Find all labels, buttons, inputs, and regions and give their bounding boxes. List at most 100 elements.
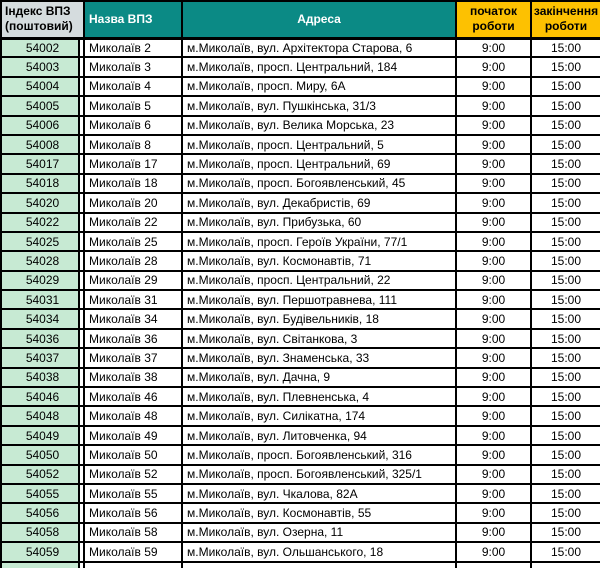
postal-index-cell: 54034 [0, 308, 85, 330]
office-address-cell: м.Миколаїв, вул. Дачна, 9 [181, 366, 457, 389]
office-name-cell: Миколаїв 2 [83, 36, 183, 59]
work-start-cell: 9:00 [455, 192, 532, 214]
office-name-cell: Миколаїв 49 [83, 424, 183, 447]
table-row: 54025 Миколаїв 25 м.Миколаїв, просп. Гер… [0, 230, 600, 253]
postal-index-cell: 54049 [0, 424, 85, 447]
office-name-cell: Миколаїв 5 [83, 95, 183, 117]
work-end-cell: 15:00 [530, 502, 600, 524]
table-row: 54038 Миколаїв 38 м.Миколаїв, вул. Дачна… [0, 366, 600, 389]
office-address-cell: м.Миколаїв, вул. Прибузька, 60 [181, 211, 457, 233]
office-address-cell: м.Миколаїв, просп. Миру, 6А [181, 75, 457, 98]
col-header-postal-index: Індекс ВПЗ (поштовий) [0, 0, 85, 40]
work-end-cell: 15:00 [530, 308, 600, 330]
table-row: 54036 Миколаїв 36 м.Миколаїв, вул. Світа… [0, 327, 600, 350]
table-row: 54008 Миколаїв 8 м.Миколаїв, просп. Цент… [0, 133, 600, 156]
office-address-cell: м.Миколаїв, вул. Космонавтів, 71 [181, 250, 457, 272]
work-end-cell: 15:00 [530, 133, 600, 156]
work-start-cell: 9:00 [455, 347, 532, 369]
postal-index-cell [0, 560, 85, 568]
office-address-cell: м.Миколаїв, вул. Велика Морська, 23 [181, 114, 457, 136]
table-header: Індекс ВПЗ (поштовий) Назва ВПЗ Адреса п… [0, 0, 600, 40]
office-name-cell: Миколаїв 3 [83, 56, 183, 78]
work-end-cell: 15:00 [530, 192, 600, 214]
office-address-cell: м.Миколаїв, вул. Декабристів, 69 [181, 192, 457, 214]
table-row: 54037 Миколаїв 37 м.Миколаїв, вул. Знаме… [0, 347, 600, 369]
table-row: 54059 Миколаїв 59 м.Миколаїв, вул. Ольша… [0, 541, 600, 563]
office-address-cell: м.Миколаїв, вул. Першотравнева, 111 [181, 289, 457, 311]
work-start-cell: 9:00 [455, 308, 532, 330]
office-name-cell: Миколаїв 59 [83, 541, 183, 563]
work-end-cell: 15:00 [530, 95, 600, 117]
office-name-cell: Миколаїв 56 [83, 502, 183, 524]
postal-index-cell: 54055 [0, 482, 85, 505]
postal-index-cell: 54006 [0, 114, 85, 136]
work-start-cell: 9:00 [455, 230, 532, 253]
postal-index-cell: 54038 [0, 366, 85, 389]
work-start-cell: 9:00 [455, 482, 532, 505]
office-address-cell: м.Миколаїв, просп. Героїв України, 77/1 [181, 230, 457, 253]
office-address-cell: м.Миколаїв, вул. Будівельників, 18 [181, 308, 457, 330]
work-start-cell: 9:00 [455, 36, 532, 59]
office-name-cell: Миколаїв 20 [83, 192, 183, 214]
office-address-cell: м.Миколаїв, вул. Плевненська, 4 [181, 386, 457, 408]
work-end-cell: 15:00 [530, 424, 600, 447]
office-address-cell: м.Миколаїв, вул. Пушкінська, 31/3 [181, 95, 457, 117]
office-address-cell: м.Миколаїв, просп. Центральний, 5 [181, 133, 457, 156]
work-start-cell: 9:00 [455, 521, 532, 544]
work-start-cell: 9:00 [455, 269, 532, 292]
office-name-cell: Миколаїв 25 [83, 230, 183, 253]
postal-index-cell: 54022 [0, 211, 85, 233]
work-end-cell: 15:00 [530, 347, 600, 369]
work-start-cell: 9:00 [455, 133, 532, 156]
postal-index-cell: 54020 [0, 192, 85, 214]
work-start-cell: 9:00 [455, 250, 532, 272]
table-row: 54002 Миколаїв 2 м.Миколаїв, вул. Архіте… [0, 36, 600, 59]
postal-index-cell: 54050 [0, 444, 85, 466]
office-address-cell: м.Миколаїв, просп. Центральний, 69 [181, 153, 457, 175]
office-name-cell: Миколаїв 17 [83, 153, 183, 175]
postal-index-cell: 54056 [0, 502, 85, 524]
office-name-cell: Миколаїв 22 [83, 211, 183, 233]
work-start-cell: 9:00 [455, 327, 532, 350]
table-row: 54004 Миколаїв 4 м.Миколаїв, просп. Миру… [0, 75, 600, 98]
office-name-cell: Миколаїв 4 [83, 75, 183, 98]
office-address-cell: м.Миколаїв, вул. Космонавтів, 55 [181, 502, 457, 524]
table-row: 54017 Миколаїв 17 м.Миколаїв, просп. Цен… [0, 153, 600, 175]
work-end-cell: 15:00 [530, 405, 600, 427]
table-row: 54018 Миколаїв 18 м.Миколаїв, просп. Бог… [0, 172, 600, 195]
work-start-cell: 9:00 [455, 444, 532, 466]
table-row-partial [0, 560, 600, 568]
office-name-cell: Миколаїв 29 [83, 269, 183, 292]
table-row: 54056 Миколаїв 56 м.Миколаїв, вул. Космо… [0, 502, 600, 524]
office-name-cell: Миколаїв 58 [83, 521, 183, 544]
header-row: Індекс ВПЗ (поштовий) Назва ВПЗ Адреса п… [0, 0, 600, 40]
work-start-cell: 9:00 [455, 75, 532, 98]
work-end-cell: 15:00 [530, 386, 600, 408]
col-header-work-end: закінчення роботи [530, 0, 600, 40]
table-row: 54022 Миколаїв 22 м.Миколаїв, вул. Прибу… [0, 211, 600, 233]
office-address-cell: м.Миколаїв, вул. Силікатна, 174 [181, 405, 457, 427]
work-end-cell: 15:00 [530, 153, 600, 175]
work-end-cell: 15:00 [530, 366, 600, 389]
work-start-cell: 9:00 [455, 211, 532, 233]
work-end-cell: 15:00 [530, 463, 600, 486]
work-end-cell: 15:00 [530, 482, 600, 505]
office-name-cell: Миколаїв 28 [83, 250, 183, 272]
table-row: 54029 Миколаїв 29 м.Миколаїв, просп. Цен… [0, 269, 600, 292]
work-end-cell: 15:00 [530, 36, 600, 59]
table-row: 54055 Миколаїв 55 м.Миколаїв, вул. Чкало… [0, 482, 600, 505]
office-name-cell: Миколаїв 34 [83, 308, 183, 330]
postal-index-cell: 54031 [0, 289, 85, 311]
office-address-cell: м.Миколаїв, вул. Озерна, 11 [181, 521, 457, 544]
office-address-cell: м.Миколаїв, вул. Чкалова, 82А [181, 482, 457, 505]
table-row: 54034 Миколаїв 34 м.Миколаїв, вул. Будів… [0, 308, 600, 330]
table-row: 54052 Миколаїв 52 м.Миколаїв, просп. Бог… [0, 463, 600, 486]
office-address-cell: м.Миколаїв, просп. Центральний, 184 [181, 56, 457, 78]
office-address-cell: м.Миколаїв, вул. Архітектора Старова, 6 [181, 36, 457, 59]
work-start-cell: 9:00 [455, 541, 532, 563]
office-address-cell [181, 560, 457, 568]
work-start-cell: 9:00 [455, 172, 532, 195]
work-end-cell: 15:00 [530, 211, 600, 233]
postal-index-cell: 54004 [0, 75, 85, 98]
